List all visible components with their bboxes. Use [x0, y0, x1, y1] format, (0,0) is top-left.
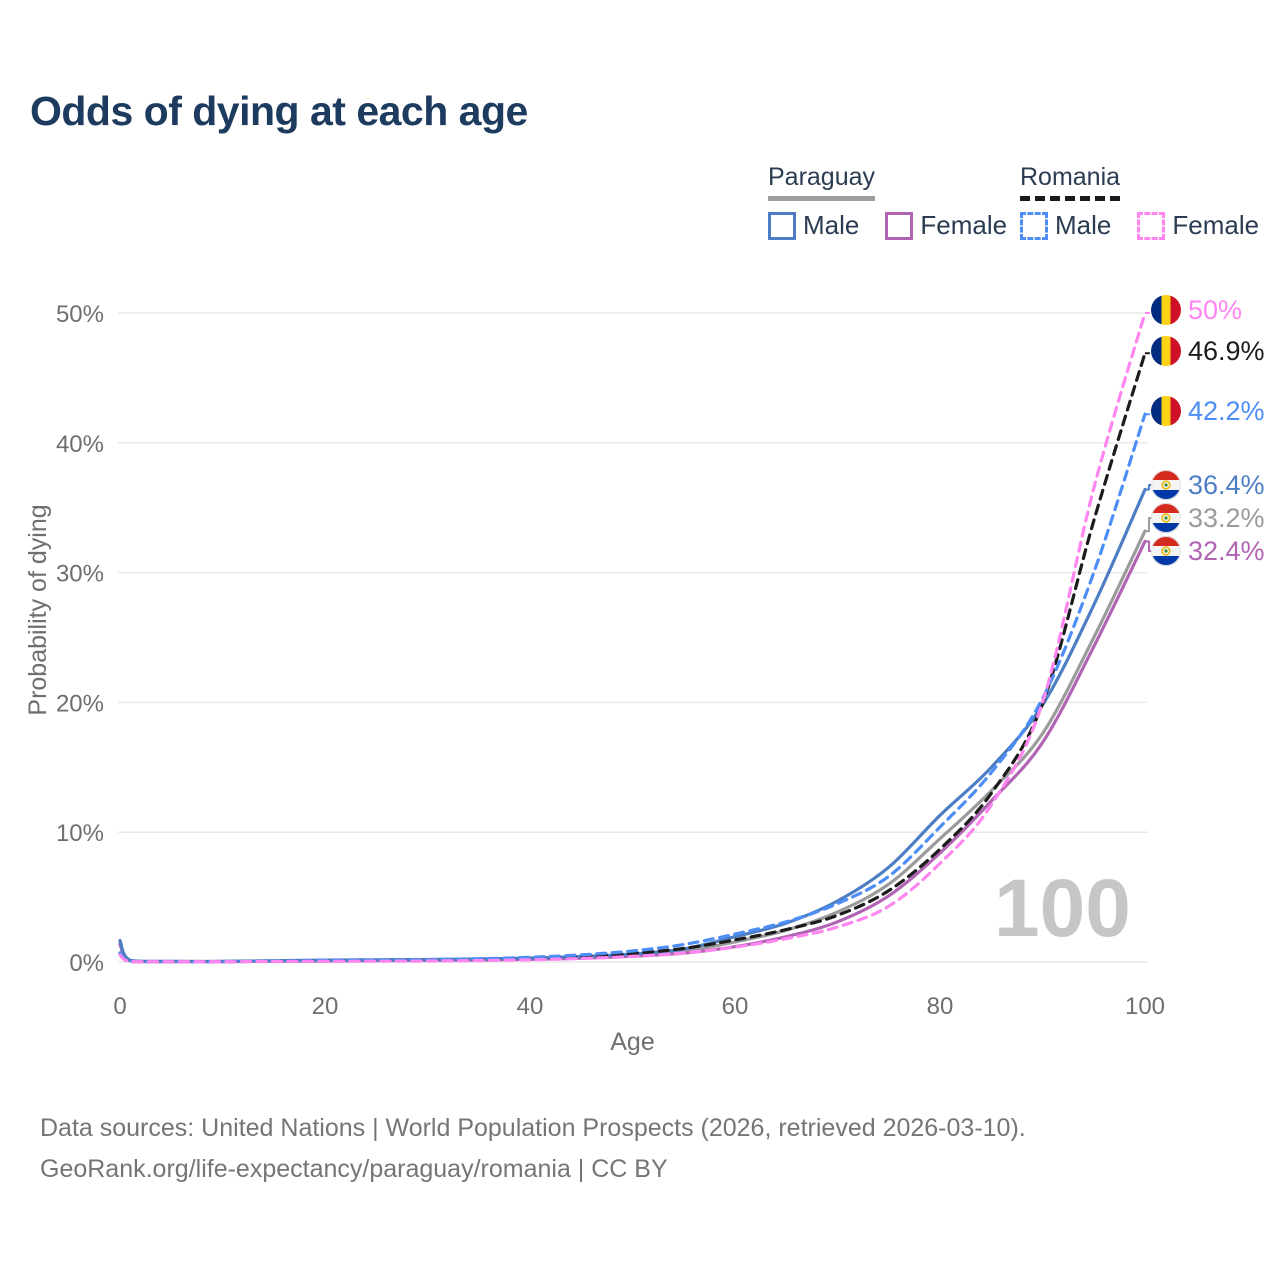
- paraguay-flag-icon: [1151, 503, 1181, 533]
- romania-flag-icon: [1151, 336, 1181, 366]
- legend-label: Male: [1055, 210, 1112, 240]
- paraguay-male-swatch-icon: [768, 211, 796, 240]
- end-value: 50%: [1188, 294, 1243, 325]
- legend-label: Male: [803, 210, 860, 240]
- series-line-romania-male[interactable]: [118, 412, 1147, 964]
- legend-country-paraguay: Paraguay: [768, 163, 876, 201]
- end-label-romania-male: 42.2%: [1151, 396, 1265, 426]
- series-line-romania-both[interactable]: [118, 351, 1147, 964]
- legend-item-paraguay-male[interactable]: Male: [768, 210, 859, 241]
- x-axis-title: Age: [610, 1028, 654, 1056]
- x-tick-label: 40: [517, 993, 544, 1020]
- end-label-paraguay-both: 33.2%: [1151, 503, 1265, 533]
- footer-line-2: GeoRank.org/life-expectancy/paraguay/rom…: [40, 1154, 668, 1183]
- series-line-romania-female[interactable]: [118, 311, 1147, 964]
- y-tick-label: 0%: [69, 950, 104, 977]
- legend-group-paraguay: Paraguay Male Female: [768, 163, 1007, 241]
- romania-female-swatch-icon: [1137, 211, 1166, 240]
- y-tick-label: 10%: [56, 820, 104, 847]
- y-tick-label: 40%: [56, 431, 104, 458]
- end-value: 36.4%: [1188, 469, 1265, 500]
- legend-item-paraguay-female[interactable]: Female: [885, 210, 1007, 241]
- x-tick-label: 80: [927, 993, 954, 1020]
- x-tick-label: 100: [1125, 993, 1165, 1020]
- legend-label: Female: [1172, 210, 1260, 240]
- romania-flag-icon: [1151, 295, 1181, 325]
- end-label-romania-female: 50%: [1151, 295, 1242, 325]
- legend-item-romania-female[interactable]: Female: [1137, 210, 1259, 241]
- data-source-footer: Data sources: United Nations | World Pop…: [40, 1108, 1026, 1189]
- x-tick-label: 0: [113, 993, 126, 1020]
- x-tick-label: 20: [312, 993, 339, 1020]
- y-tick-label: 30%: [56, 561, 104, 588]
- paraguay-flag-icon: [1151, 470, 1181, 500]
- end-label-romania-both: 46.9%: [1151, 336, 1265, 366]
- series-line-paraguay-male[interactable]: [118, 487, 1147, 964]
- end-label-paraguay-female: 32.4%: [1151, 536, 1265, 566]
- paraguay-flag-icon: [1151, 536, 1181, 566]
- romania-male-swatch-icon: [1020, 211, 1048, 240]
- legend-label: Female: [920, 210, 1008, 240]
- romania-flag-icon: [1151, 396, 1181, 426]
- legend-item-romania-male[interactable]: Male: [1020, 210, 1111, 241]
- legend-country-romania: Romania: [1020, 163, 1121, 201]
- age-counter-watermark: 100: [994, 863, 1131, 954]
- end-value: 33.2%: [1188, 502, 1265, 533]
- end-label-paraguay-male: 36.4%: [1151, 470, 1265, 500]
- footer-line-1: Data sources: United Nations | World Pop…: [40, 1114, 1026, 1142]
- page-title: Odds of dying at each age: [30, 88, 528, 134]
- end-value: 46.9%: [1188, 335, 1265, 366]
- label-connector-romania-both: [1145, 350, 1154, 355]
- series-line-paraguay-both[interactable]: [118, 529, 1147, 964]
- y-tick-label: 50%: [56, 301, 104, 328]
- y-axis-title: Probability of dying: [24, 504, 52, 715]
- y-tick-label: 20%: [56, 690, 104, 717]
- series-line-paraguay-female[interactable]: [118, 539, 1147, 964]
- end-value: 42.2%: [1188, 395, 1265, 426]
- end-value: 32.4%: [1188, 535, 1265, 566]
- paraguay-female-swatch-icon: [885, 211, 914, 240]
- line-chart: 0% 10% 20% 30% 40% 50% 0 20 40 60 80 100 Age Probabil…: [24, 301, 1165, 1056]
- x-tick-label: 60: [722, 993, 749, 1020]
- legend-group-romania: Romania Male Female: [1020, 163, 1259, 241]
